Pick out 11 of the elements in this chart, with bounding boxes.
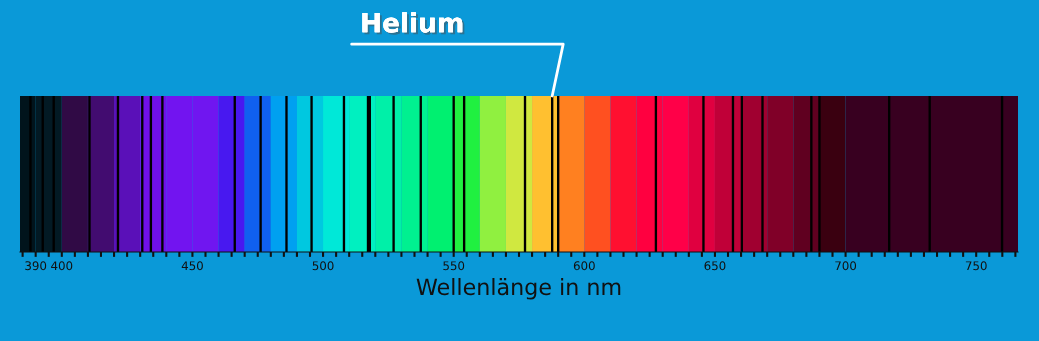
- x-tick-label: 450: [181, 261, 203, 271]
- x-tick-label: 600: [573, 261, 595, 271]
- x-tick-label: 700: [835, 261, 857, 271]
- x-tick-label: 390: [25, 261, 47, 271]
- x-tick-label: 550: [443, 261, 465, 271]
- x-tick-label: 500: [312, 261, 334, 271]
- x-tick-label: 650: [704, 261, 726, 271]
- x-axis-title: Wellenlänge in nm: [416, 278, 621, 300]
- x-tick-label: 750: [965, 261, 987, 271]
- x-tick-label: 400: [51, 261, 73, 271]
- annotation: Helium: [362, 12, 465, 35]
